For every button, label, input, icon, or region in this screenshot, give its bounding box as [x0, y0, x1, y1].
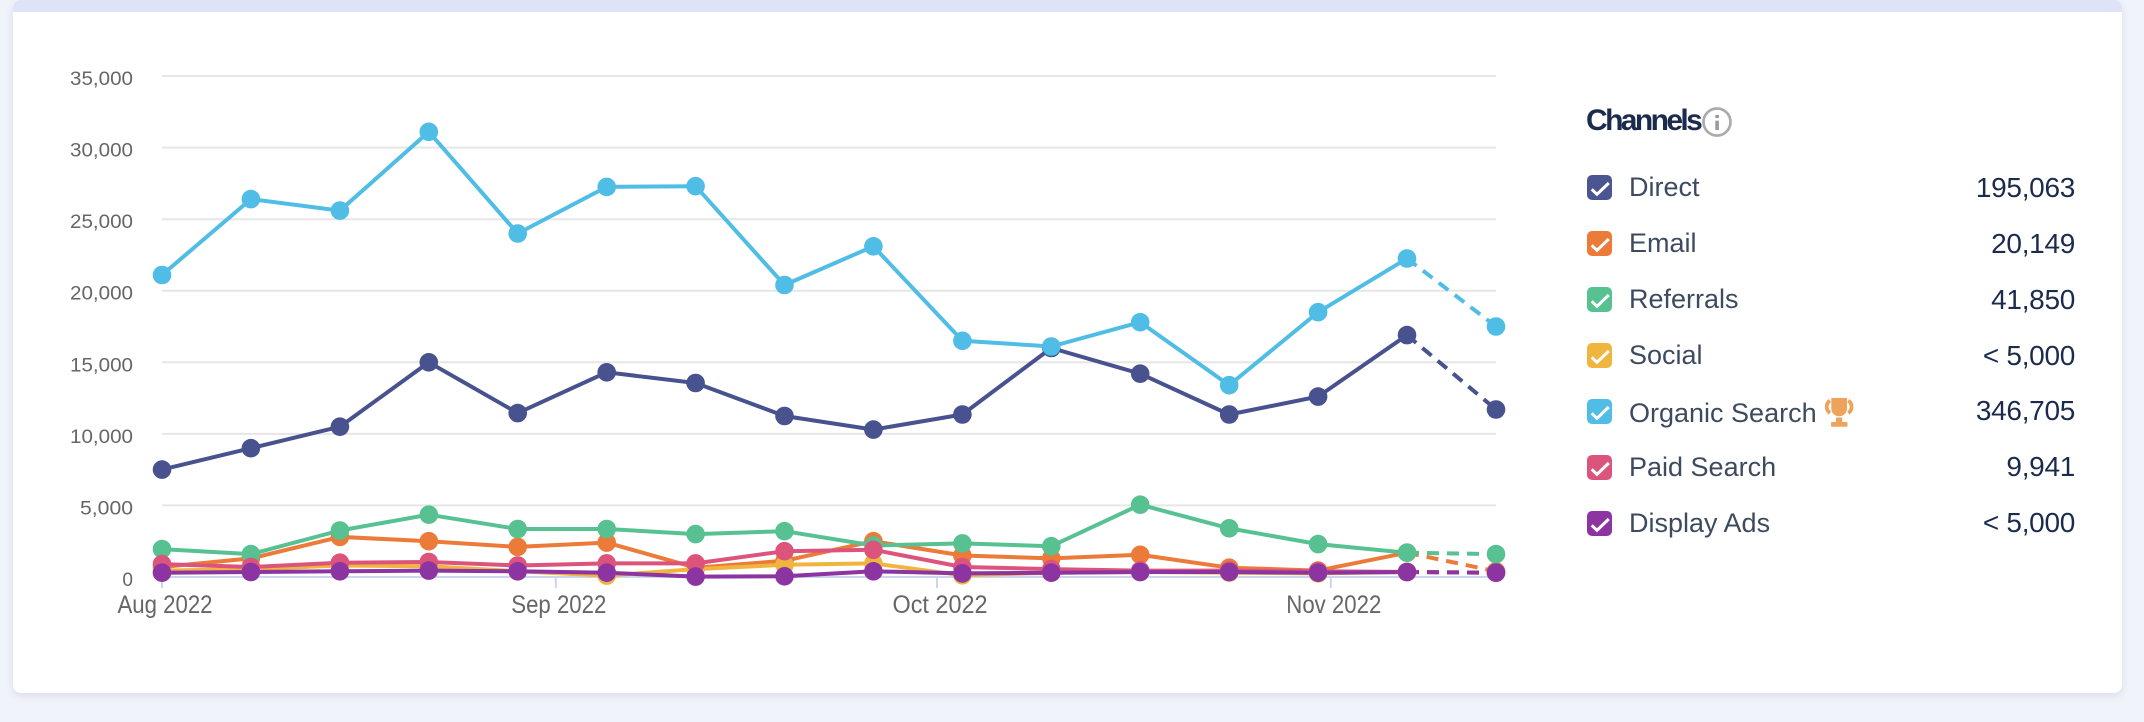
svg-text:30,000: 30,000 — [70, 141, 133, 162]
svg-text:Nov 2022: Nov 2022 — [1286, 591, 1381, 619]
svg-text:10,000: 10,000 — [70, 427, 133, 448]
svg-text:25,000: 25,000 — [70, 212, 133, 233]
svg-text:20,000: 20,000 — [70, 284, 133, 305]
svg-text:Aug 2022: Aug 2022 — [118, 591, 213, 619]
svg-text:15,000: 15,000 — [70, 355, 133, 376]
svg-text:Oct 2022: Oct 2022 — [893, 591, 988, 619]
svg-text:5,000: 5,000 — [80, 498, 133, 519]
svg-text:35,000: 35,000 — [70, 69, 133, 90]
svg-text:0: 0 — [122, 570, 133, 591]
svg-text:Sep 2022: Sep 2022 — [511, 591, 606, 619]
